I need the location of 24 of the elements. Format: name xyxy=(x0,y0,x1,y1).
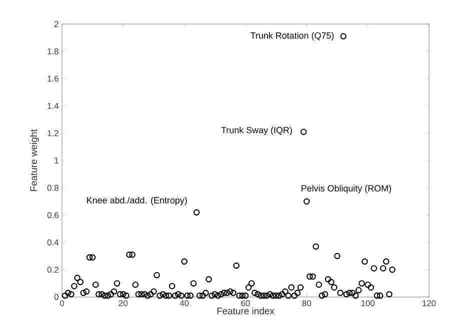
y-tick-label: 0.4 xyxy=(47,239,59,246)
x-tick-label: 20 xyxy=(118,300,128,306)
annotation: Pelvis Obliquity (ROM) xyxy=(302,184,391,194)
y-axis-title: Feature weight xyxy=(30,129,39,192)
y-tick-label: 2 xyxy=(54,21,58,27)
x-tick-label: 100 xyxy=(361,300,375,306)
y-tick-label: 1 xyxy=(54,158,58,164)
y-tick-label: 1.4 xyxy=(48,102,59,109)
x-tick-label: 60 xyxy=(241,300,250,306)
y-tick-label: 0.2 xyxy=(47,266,58,273)
annotation: Trunk Sway (IQR) xyxy=(221,126,292,136)
y-tick-label: 0.8 xyxy=(47,184,58,191)
y-tick-label: 1.6 xyxy=(48,76,58,82)
x-tick-label: 0 xyxy=(60,300,64,306)
y-tick-label: 1.2 xyxy=(48,130,58,136)
annotation: Knee abd./add. (Entropy) xyxy=(87,196,187,206)
x-tick-label: 40 xyxy=(180,300,189,306)
x-tick-label: 80 xyxy=(302,300,312,306)
y-tick-label: 0.6 xyxy=(47,212,58,218)
x-axis-title: Feature index xyxy=(217,307,274,314)
y-tick-label: 0 xyxy=(54,294,58,300)
x-tick-label: 120 xyxy=(422,300,436,306)
y-tick-label: 1.8 xyxy=(48,48,58,54)
annotation: Trunk Rotation (Q75) xyxy=(250,32,334,40)
